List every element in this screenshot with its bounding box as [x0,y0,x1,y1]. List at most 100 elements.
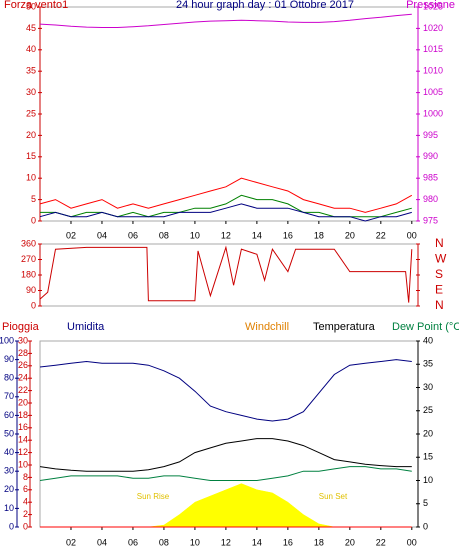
tick-label: 15 [26,151,36,161]
x-tick-label: 08 [159,230,169,240]
tick-label: 990 [423,151,438,161]
tick-label: 35 [26,66,36,76]
x-tick-label: 12 [221,230,231,240]
tick-label: 50 [26,1,36,11]
x-tick-label: 16 [283,230,293,240]
tick-label: 1020 [423,23,443,33]
x-tick-label: 22 [376,230,386,240]
tick-label: E [435,283,443,297]
tick-label: 0 [423,521,428,531]
tick-label: 980 [423,194,438,204]
tick-label: 0 [9,521,14,531]
line [39,177,413,213]
tick-label: 270 [21,254,36,264]
legend-label: Temperatura [313,321,376,333]
tick-label: 40 [26,44,36,54]
tick-label: 995 [423,130,438,140]
tick-label: 12 [18,447,28,457]
x-tick-label: 00 [407,537,417,547]
x-tick-label: 02 [66,230,76,240]
tick-label: 1015 [423,44,443,54]
tick-label: 975 [423,215,438,225]
tick-label: 18 [18,410,28,420]
tick-label: 180 [21,269,36,279]
tick-label: 90 [26,285,36,295]
tick-label: 25 [423,405,433,415]
tick-label: 40 [423,335,433,345]
y-label: Forza vento1 [4,0,68,11]
tick-label: 20 [423,428,433,438]
tick-label: 1000 [423,108,443,118]
tick-label: 10 [18,459,28,469]
x-tick-label: 06 [128,537,138,547]
y2-label: Pressione [406,0,455,11]
tick-label: 30 [18,335,28,345]
x-tick-label: 18 [314,230,324,240]
x-tick-label: 08 [159,537,169,547]
legend-label: Windchill [245,321,289,333]
tick-label: N [435,236,444,250]
tick-label: 20 [18,397,28,407]
tick-label: 360 [21,238,36,248]
x-tick-label: 00 [407,230,417,240]
x-tick-label: 02 [66,537,76,547]
tick-label: 90 [4,354,14,364]
tick-label: 4 [23,497,28,507]
tick-label: 1025 [423,1,443,11]
legend-label: Pioggia [2,321,40,333]
x-tick-label: 18 [314,537,324,547]
x-tick-label: 22 [376,537,386,547]
legend-label: Umidita [67,321,105,333]
tick-label: 60 [4,410,14,420]
tick-label: 20 [26,130,36,140]
tick-label: 1010 [423,66,443,76]
x-tick-label: 20 [345,230,355,240]
annotation: Sun Rise [137,492,170,501]
tick-label: 30 [4,466,14,476]
line [39,466,412,481]
x-tick-label: 20 [345,537,355,547]
tick-label: 30 [26,87,36,97]
tick-label: 45 [26,23,36,33]
tick-label: 10 [26,173,36,183]
line [39,203,412,222]
tick-label: 26 [18,360,28,370]
tick-label: 14 [18,435,28,445]
line [39,359,412,422]
tick-label: 5 [423,498,428,508]
tick-label: S [435,267,443,281]
line [39,13,412,28]
tick-label: 985 [423,173,438,183]
tick-label: 70 [4,391,14,401]
tick-label: 1005 [423,87,443,97]
tick-label: 20 [4,484,14,494]
line [39,438,412,472]
tick-label: 80 [4,373,14,383]
tick-label: 16 [18,422,28,432]
tick-label: 40 [4,447,14,457]
tick-label: 10 [4,503,14,513]
tick-label: 22 [18,385,28,395]
tick-label: 15 [423,452,433,462]
tick-label: 5 [31,194,36,204]
tick-label: 30 [423,382,433,392]
x-tick-label: 14 [252,230,262,240]
x-tick-label: 04 [97,230,107,240]
x-tick-label: 10 [190,230,200,240]
tick-label: 0 [23,521,28,531]
tick-label: 8 [23,472,28,482]
x-tick-label: 12 [221,537,231,547]
tick-label: 50 [4,428,14,438]
x-tick-label: 16 [283,537,293,547]
tick-label: 25 [26,108,36,118]
tick-label: 6 [23,484,28,494]
tick-label: 28 [18,348,28,358]
tick-label: 2 [23,509,28,519]
x-tick-label: 04 [97,537,107,547]
tick-label: 0 [31,215,36,225]
x-tick-label: 06 [128,230,138,240]
x-tick-label: 10 [190,537,200,547]
legend-label: Dew Point (°C [392,321,459,333]
